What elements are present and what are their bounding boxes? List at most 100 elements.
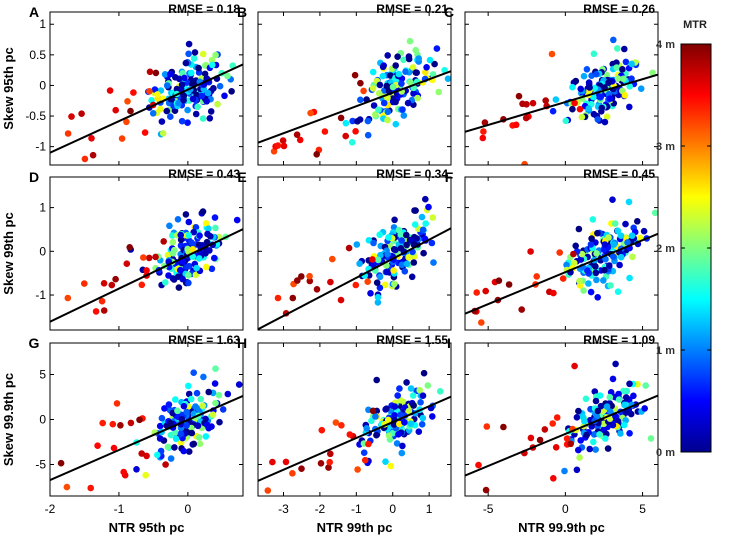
data-point (570, 250, 577, 258)
data-point (600, 277, 607, 284)
data-point (610, 36, 617, 44)
data-point (185, 50, 192, 58)
data-point (100, 307, 108, 314)
data-point (379, 72, 387, 80)
data-point (185, 232, 193, 239)
data-point (647, 435, 655, 442)
data-point (374, 299, 382, 306)
data-point (626, 83, 633, 90)
data-point (158, 414, 166, 422)
data-point (550, 475, 557, 482)
data-point (387, 462, 395, 470)
data-point (187, 395, 195, 403)
data-point (369, 85, 377, 92)
data-point (581, 417, 588, 425)
data-point (274, 142, 282, 149)
data-point (602, 255, 609, 263)
data-point (593, 276, 600, 284)
data-point (209, 61, 216, 69)
data-point (578, 250, 586, 258)
data-point (401, 419, 408, 426)
rmse-label: RMSE = 1.09 (583, 333, 655, 347)
data-point (420, 369, 428, 377)
data-point (429, 413, 436, 420)
colorbar-tick-label: 2 m (656, 243, 675, 255)
data-point (164, 251, 172, 259)
data-point (200, 373, 207, 381)
data-point (321, 128, 329, 135)
data-point (412, 46, 420, 54)
data-point (552, 96, 560, 103)
data-point (594, 407, 602, 415)
data-point (577, 256, 585, 263)
data-point (596, 431, 603, 438)
rmse-label: RMSE = 0.34 (376, 167, 448, 181)
data-point (614, 227, 622, 235)
data-point (407, 385, 415, 392)
data-point (621, 401, 628, 409)
x-axis-label: NTR 99th pc (317, 520, 393, 535)
data-point (414, 94, 421, 102)
y-axis-label: Skew 99.9th pc (1, 373, 16, 466)
data-point (429, 71, 437, 78)
y-tick-label: 1 (39, 17, 46, 31)
data-point (512, 121, 520, 129)
y-axis-label: Skew 95th pc (1, 47, 16, 129)
data-point (313, 286, 321, 293)
data-point (607, 282, 614, 289)
data-point (199, 208, 207, 215)
data-point (318, 426, 326, 434)
data-point (154, 451, 161, 459)
x-tick-label: 0 (562, 502, 569, 516)
data-point (624, 239, 631, 246)
data-point (120, 468, 127, 476)
data-point (194, 422, 202, 430)
x-axis-label: NTR 95th pc (109, 520, 185, 535)
panel-letter: G (29, 335, 40, 351)
data-point (356, 260, 363, 268)
data-point (613, 59, 620, 66)
data-point (626, 274, 633, 282)
plot-content (465, 196, 658, 326)
data-point (418, 213, 426, 221)
data-point (630, 392, 637, 400)
data-point (606, 95, 614, 102)
data-point (586, 445, 593, 453)
data-point (177, 266, 184, 274)
data-point (364, 117, 372, 125)
data-point (479, 134, 487, 142)
rmse-label: RMSE = 0.26 (583, 2, 655, 16)
data-point (167, 70, 174, 78)
data-point (189, 95, 197, 103)
data-point (63, 483, 71, 491)
data-point (613, 64, 620, 71)
data-point (401, 268, 409, 275)
data-point (395, 226, 403, 234)
data-point (161, 71, 169, 78)
data-point (384, 116, 391, 124)
data-point (138, 450, 145, 457)
data-point (78, 110, 85, 117)
data-point (425, 203, 432, 211)
data-point (215, 391, 223, 399)
data-point (571, 99, 578, 107)
data-point (376, 273, 384, 281)
data-point (118, 135, 126, 142)
colorbar-tick-label: 0 m (656, 447, 675, 459)
panel-F: F RMSE = 0.45 (445, 167, 659, 331)
data-point (177, 236, 185, 244)
data-point (192, 403, 199, 410)
data-point (622, 220, 629, 228)
data-point (429, 214, 437, 221)
data-point (553, 414, 561, 421)
axes-frame (464, 11, 659, 166)
data-point (228, 88, 235, 95)
data-point (398, 449, 406, 457)
data-point (594, 116, 602, 123)
data-point (374, 293, 382, 301)
data-point (622, 58, 630, 66)
data-point (594, 294, 601, 301)
data-point (391, 280, 398, 288)
data-point (92, 336, 99, 343)
data-point (166, 222, 173, 230)
